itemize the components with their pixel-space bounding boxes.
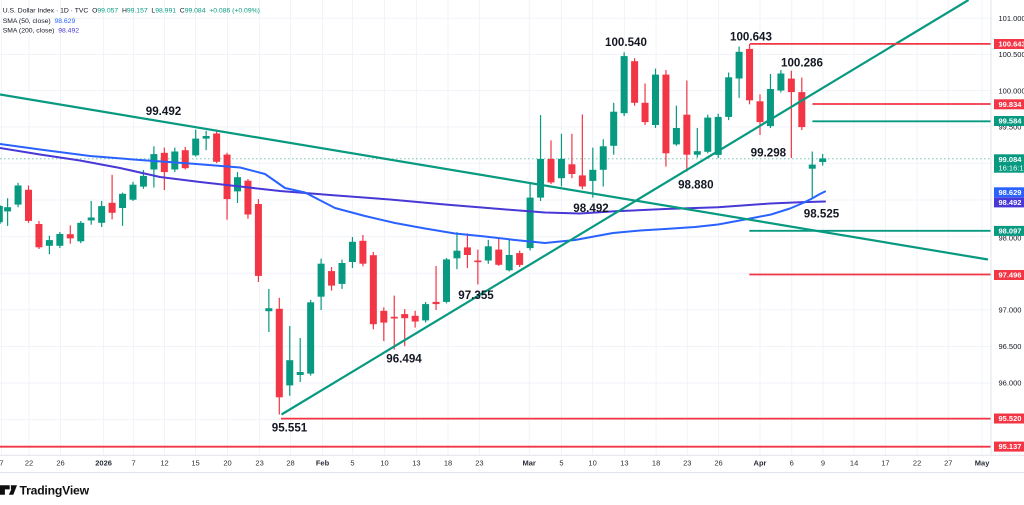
svg-text:98.525: 98.525	[804, 208, 840, 221]
svg-text:100.500: 100.500	[999, 50, 1024, 59]
svg-text:98.097: 98.097	[999, 227, 1022, 236]
svg-text:TradingView: TradingView	[20, 483, 90, 497]
svg-text:23: 23	[255, 458, 263, 467]
svg-text:98.880: 98.880	[678, 178, 713, 191]
svg-text:97.496: 97.496	[999, 271, 1022, 280]
svg-text:101.000: 101.000	[999, 14, 1024, 23]
svg-text:26: 26	[714, 458, 722, 467]
svg-text:99.298: 99.298	[751, 147, 787, 160]
svg-text:9: 9	[821, 458, 825, 467]
svg-text:98.492: 98.492	[573, 202, 608, 215]
svg-text:13: 13	[620, 458, 628, 467]
svg-text:18: 18	[652, 458, 660, 467]
svg-text:100.286: 100.286	[781, 57, 823, 70]
svg-text:28: 28	[286, 458, 294, 467]
svg-text:99.084: 99.084	[999, 155, 1023, 164]
svg-text:7: 7	[0, 458, 4, 467]
svg-text:Feb: Feb	[316, 458, 330, 467]
svg-text:27: 27	[944, 458, 952, 467]
svg-text:100.643: 100.643	[999, 40, 1024, 49]
svg-text:14: 14	[850, 458, 858, 467]
svg-text:23: 23	[683, 458, 691, 467]
svg-text:23: 23	[475, 458, 483, 467]
svg-text:20: 20	[223, 458, 231, 467]
svg-text:10: 10	[380, 458, 388, 467]
svg-text:Apr: Apr	[754, 458, 767, 467]
svg-text:95.551: 95.551	[272, 422, 308, 435]
svg-text:Mar: Mar	[523, 458, 536, 467]
svg-text:5: 5	[559, 458, 563, 467]
svg-text:97.000: 97.000	[999, 306, 1022, 315]
svg-text:May: May	[975, 458, 990, 467]
svg-text:99.492: 99.492	[146, 105, 181, 118]
svg-text:18: 18	[444, 458, 452, 467]
svg-text:96.000: 96.000	[999, 379, 1022, 388]
svg-text:22: 22	[913, 458, 921, 467]
svg-text:98.629: 98.629	[999, 188, 1022, 197]
svg-text:2026: 2026	[95, 458, 112, 467]
svg-text:SMA (50, close) 98.629: SMA (50, close) 98.629	[3, 18, 76, 25]
svg-text:97.355: 97.355	[458, 289, 494, 302]
svg-text:99.500: 99.500	[999, 123, 1022, 132]
svg-text:100.643: 100.643	[730, 30, 772, 43]
svg-text:100.540: 100.540	[605, 36, 647, 49]
svg-text:96.500: 96.500	[999, 342, 1022, 351]
svg-text:22: 22	[25, 458, 33, 467]
svg-text:10: 10	[588, 458, 596, 467]
svg-text:98.000: 98.000	[999, 234, 1022, 243]
svg-text:7: 7	[132, 458, 136, 467]
svg-text:96.494: 96.494	[386, 353, 422, 366]
svg-text:6: 6	[790, 458, 794, 467]
svg-text:SMA (200, close) 98.492: SMA (200, close) 98.492	[3, 27, 80, 34]
svg-text:U.S. Dollar Index · 1D · TVC: U.S. Dollar Index · 1D · TVC O99.057 H99…	[3, 8, 260, 15]
svg-text:15: 15	[191, 458, 199, 467]
svg-text:99.834: 99.834	[999, 100, 1023, 109]
svg-text:17: 17	[881, 458, 889, 467]
svg-text:100.000: 100.000	[999, 86, 1024, 95]
svg-text:95.137: 95.137	[999, 442, 1022, 451]
svg-text:95.520: 95.520	[999, 414, 1022, 423]
svg-text:12: 12	[160, 458, 168, 467]
svg-text:16:16:17: 16:16:17	[999, 164, 1024, 173]
svg-text:99.584: 99.584	[999, 117, 1023, 126]
svg-text:26: 26	[56, 458, 64, 467]
svg-text:5: 5	[350, 458, 354, 467]
svg-text:98.492: 98.492	[999, 198, 1022, 207]
svg-text:13: 13	[412, 458, 420, 467]
